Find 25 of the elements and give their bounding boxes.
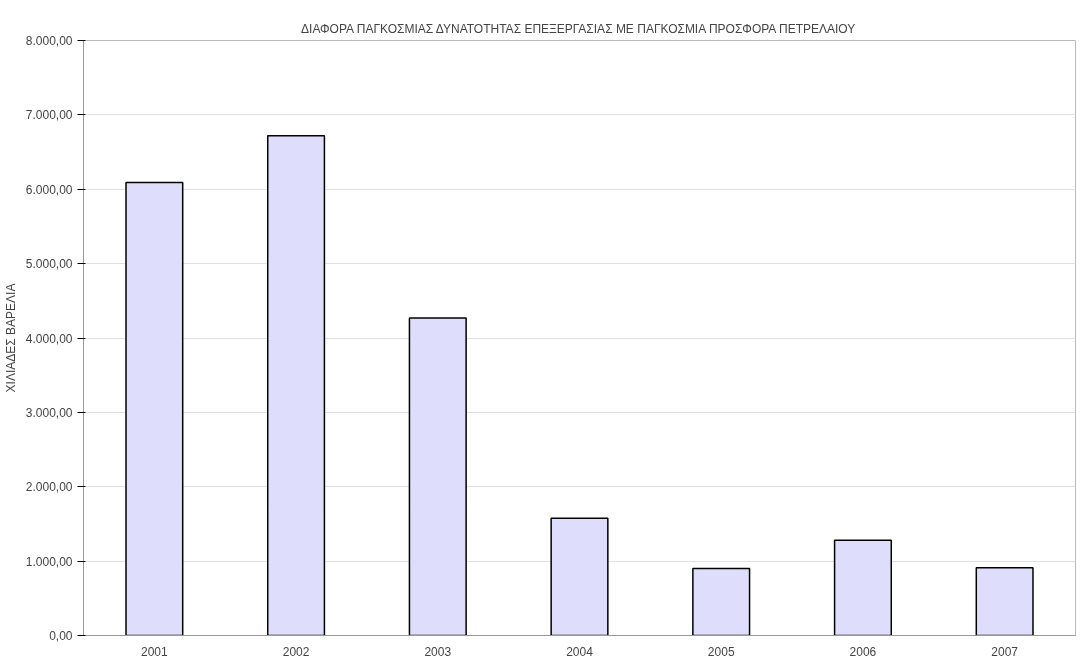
bar	[408, 317, 467, 636]
bar	[975, 567, 1034, 636]
y-tick-label: 8.000,00	[25, 34, 73, 48]
y-axis-title: ΧΙΛΙΑΔΕΣ ΒΑΡΕΛΙΑ	[3, 283, 18, 393]
bar	[125, 181, 184, 636]
x-tick-label: 2006	[849, 644, 877, 659]
x-tick-label: 2001	[141, 644, 169, 659]
y-tick-label: 2.000,00	[25, 480, 73, 495]
y-tick-label: 0,00	[49, 629, 73, 643]
bar	[266, 134, 326, 636]
bar	[833, 539, 893, 636]
bar	[550, 517, 609, 636]
y-tick-label: 7.000,00	[25, 108, 73, 123]
y-tick-label: 1.000,00	[25, 554, 73, 569]
x-tick-label: 2005	[707, 644, 735, 659]
y-tick-label: 4.000,00	[25, 331, 73, 346]
bar	[692, 567, 751, 636]
x-tick-label: 2004	[566, 644, 594, 659]
x-tick-label: 2007	[991, 644, 1019, 659]
x-tick-label: 2002	[282, 644, 310, 659]
x-tick-label: 2003	[424, 644, 452, 659]
y-tick-label: 6.000,00	[25, 182, 73, 197]
y-tick-label: 3.000,00	[25, 405, 73, 420]
y-tick-label: 5.000,00	[25, 257, 73, 272]
chart-title: ΔΙΑΦΟΡΑ ΠΑΓΚΟΣΜΙΑΣ ΔΥΝΑΤΟΤΗΤΑΣ ΕΠΕΞΕΡΓΑΣΙΑΣ ΜΕ ΠΑΓΚΟΣΜΙΑ ΠΡΟΣΦΟΡΑ ΠΕΤΡΕΛΑΙΟΥ	[301, 21, 856, 36]
